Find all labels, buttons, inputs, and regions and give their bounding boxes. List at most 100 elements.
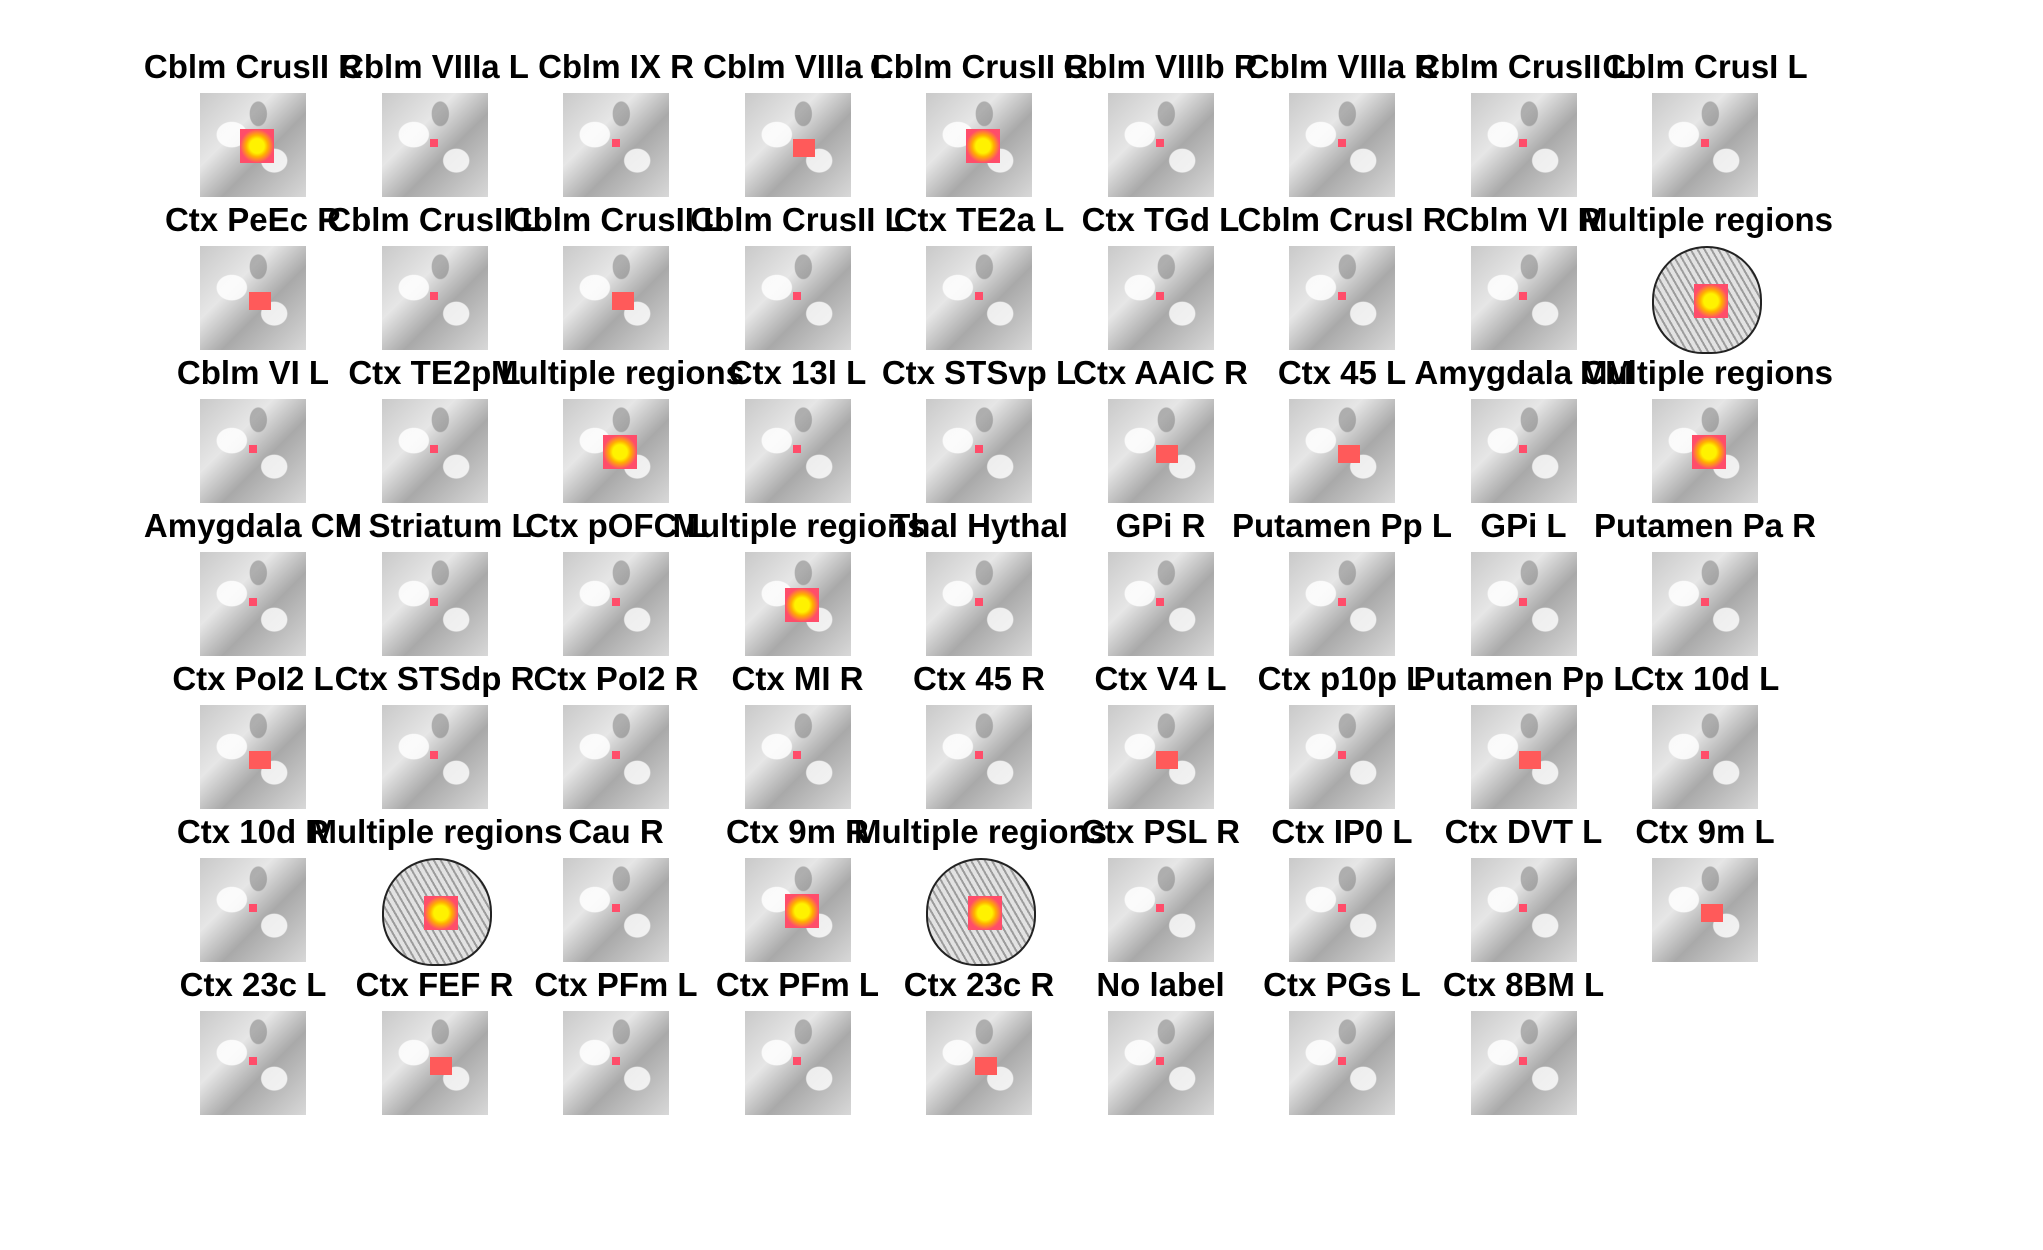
panel-label: Ctx MI R — [731, 660, 864, 697]
slice-panel: V Striatum L — [337, 506, 532, 656]
activation-blob — [1700, 138, 1709, 147]
slice-panel: Putamen Pp L — [1413, 659, 1634, 809]
activation-blob — [1156, 291, 1165, 300]
slice-panel: Ctx PFm L — [713, 965, 883, 1115]
activation-blob — [611, 597, 620, 606]
slice-panel: Cblm CrusII L — [690, 200, 905, 350]
activation-blob — [1156, 903, 1165, 912]
panel-label: Cau R — [568, 813, 664, 850]
panel-label: Ctx 45 R — [912, 660, 1046, 697]
brain-slice-image — [926, 399, 1032, 503]
panel-label: Cblm CrusI L — [1602, 48, 1808, 85]
panel-label: Ctx 13l L — [728, 354, 867, 391]
activation-blob — [974, 750, 983, 759]
activation-blob — [430, 1056, 453, 1075]
activation-blob — [240, 129, 275, 164]
panel-label: Ctx PSL R — [1081, 813, 1240, 850]
brain-slice-image — [563, 1011, 669, 1115]
activation-blob — [1700, 903, 1723, 922]
slice-panel: Cblm VI L — [168, 353, 338, 503]
slice-panel: Ctx p10p L — [1257, 659, 1427, 809]
slice-panel: Cblm CrusI R — [1237, 200, 1447, 350]
panel-label: Cblm CrusII L — [327, 201, 542, 238]
activation-blob — [423, 896, 458, 931]
panel-label: Ctx TE2p L — [348, 354, 521, 391]
slice-panel: Ctx PFm L — [531, 965, 701, 1115]
slice-panel: Multiple regions — [310, 812, 563, 966]
brain-slice-image — [1470, 858, 1577, 962]
panel-label: Multiple regions — [1580, 354, 1834, 391]
brain-slice-image — [744, 552, 851, 656]
activation-blob — [1337, 597, 1346, 606]
activation-blob — [1337, 138, 1346, 147]
activation-blob — [968, 896, 1003, 931]
activation-blob — [784, 894, 819, 929]
brain-slice-image — [1652, 399, 1758, 503]
panel-label: Cblm CrusII R — [869, 48, 1089, 85]
slice-panel: Cblm CrusII L — [509, 200, 723, 350]
brain-slice-image — [200, 858, 306, 962]
brain-slice-image — [1652, 93, 1758, 197]
activation-blob — [1156, 750, 1179, 769]
brain-slice-image — [563, 858, 669, 962]
activation-blob — [611, 291, 634, 310]
brain-slice-image — [1107, 705, 1214, 809]
panel-label: Ctx IP0 L — [1271, 813, 1413, 850]
slice-panel: Cblm VIIIa L — [340, 47, 529, 197]
brain-slice-image — [1289, 552, 1395, 656]
brain-slice-image — [926, 1011, 1032, 1115]
brain-slice-image — [1470, 1011, 1577, 1115]
panel-label: Ctx TE2a L — [893, 201, 1065, 238]
brain-slice-image — [926, 246, 1032, 350]
brain-slice-image — [381, 858, 492, 966]
slice-panel: Cau R — [531, 812, 701, 962]
panel-label: Multiple regions — [672, 507, 926, 544]
brain-slice-image — [1652, 552, 1758, 656]
slice-panel: Ctx AAIC R — [1073, 353, 1248, 503]
slice-panel: Ctx PeEc R — [165, 200, 341, 350]
brain-slice-image — [1652, 246, 1762, 354]
panel-label: Ctx AAIC R — [1073, 354, 1248, 391]
activation-blob — [793, 138, 816, 157]
activation-blob — [611, 1056, 620, 1065]
brain-slice-image — [1107, 93, 1214, 197]
slice-panel: Multiple regions — [854, 812, 1107, 966]
slice-panel: Ctx 23c L — [168, 965, 338, 1115]
brain-slice-image — [1289, 858, 1395, 962]
panel-label: Cblm VI L — [176, 354, 330, 391]
brain-slice-image — [1107, 1011, 1214, 1115]
slice-panel: Ctx 10d L — [1620, 659, 1790, 809]
slice-panel: Ctx DVT L — [1439, 812, 1609, 962]
slice-panel: Multiple regions — [1580, 200, 1833, 354]
slice-panel: Multiple regions — [491, 353, 744, 503]
brain-slice-image — [381, 93, 488, 197]
brain-slice-image — [1470, 93, 1577, 197]
activation-blob — [1700, 750, 1709, 759]
panel-label: Ctx 45 L — [1277, 354, 1407, 391]
panel-label: Ctx 8BM L — [1442, 966, 1605, 1003]
panel-label: Ctx TGd L — [1081, 201, 1240, 238]
brain-slice-image — [1107, 858, 1214, 962]
activation-blob — [1519, 597, 1528, 606]
slice-panel: Ctx PGs L — [1257, 965, 1427, 1115]
slice-panel: Ctx PSL R — [1076, 812, 1246, 962]
slice-panel: Multiple regions — [1580, 353, 1833, 503]
activation-blob — [248, 597, 257, 606]
slice-panel: Ctx 45 R — [894, 659, 1064, 809]
brain-slice-image — [926, 858, 1036, 966]
slice-panel: Ctx 9m L — [1620, 812, 1790, 962]
activation-blob — [611, 750, 620, 759]
brain-slice-image — [1107, 552, 1214, 656]
brain-slice-image — [563, 399, 669, 503]
activation-blob — [1337, 750, 1346, 759]
brain-slice-image — [381, 246, 488, 350]
brain-slice-image — [926, 93, 1032, 197]
activation-blob — [248, 903, 257, 912]
activation-blob — [784, 588, 819, 623]
brain-slice-image — [744, 705, 851, 809]
slice-panel: Ctx 23c R — [894, 965, 1064, 1115]
slice-panel: Ctx PoI2 L — [168, 659, 338, 809]
panel-label: No label — [1096, 966, 1225, 1003]
panel-label: Ctx STSvp L — [881, 354, 1077, 391]
activation-blob — [603, 435, 638, 470]
